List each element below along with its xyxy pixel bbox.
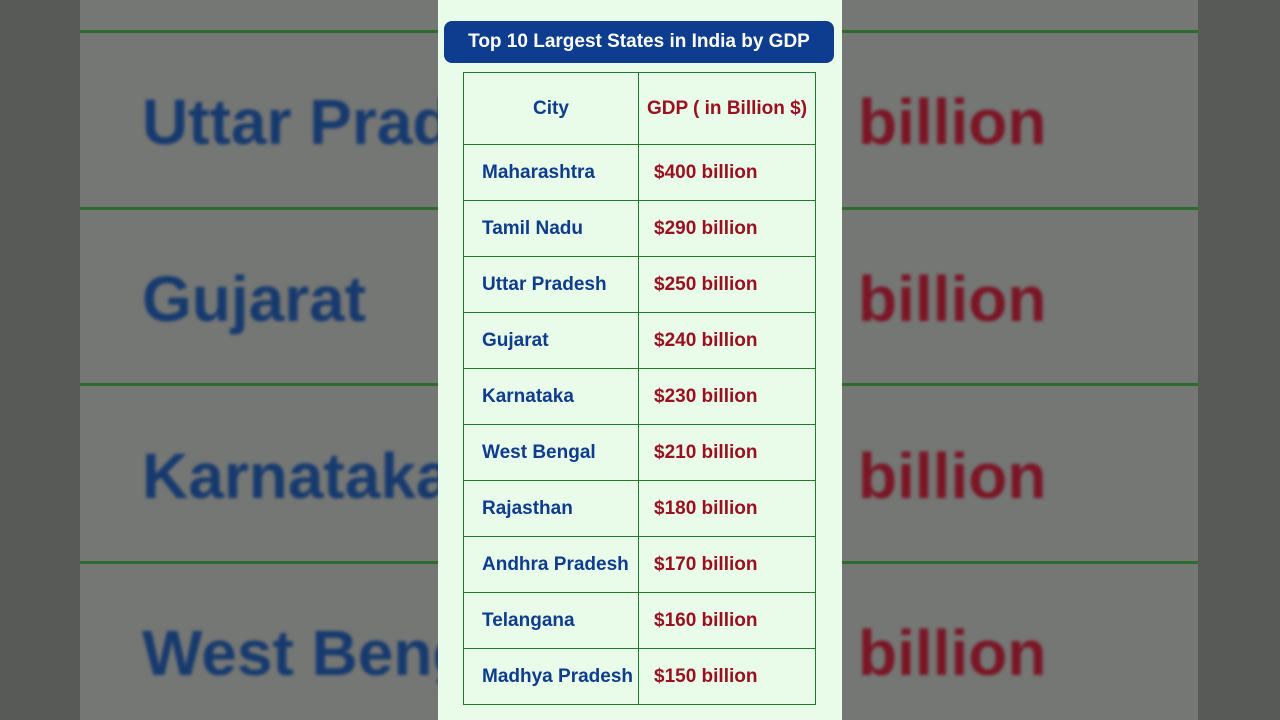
state-cell: Maharashtra: [463, 144, 639, 201]
state-cell: Gujarat: [463, 312, 639, 369]
gdp-cell: $240 billion: [638, 312, 816, 369]
title: Top 10 Largest States in India by GDP: [444, 21, 834, 63]
gdp-cell: $180 billion: [638, 480, 816, 537]
gdp-cell: $250 billion: [638, 256, 816, 313]
table-row: Gujarat $240 billion: [463, 312, 816, 369]
state-cell: Rajasthan: [463, 480, 639, 537]
column-header: City: [463, 72, 639, 145]
background-value: billion: [858, 617, 1047, 689]
gdp-cell: $230 billion: [638, 368, 816, 425]
background-state: Karnataka: [142, 440, 452, 512]
gdp-cell: $290 billion: [638, 200, 816, 257]
background-value: billion: [858, 86, 1047, 158]
gdp-table: City GDP ( in Billion $) Maharashtra $400 b…: [463, 72, 816, 705]
background-state: Gujarat: [142, 263, 367, 335]
table-row: Andhra Pradesh $170 billion: [463, 536, 816, 593]
background-value: billion: [858, 263, 1047, 335]
table-row: Karnataka $230 billion: [463, 368, 816, 425]
table-row: Rajasthan $180 billion: [463, 480, 816, 537]
table-row: Uttar Pradesh $250 billion: [463, 256, 816, 313]
table-row: Telangana $160 billion: [463, 592, 816, 649]
state-cell: Madhya Pradesh: [463, 648, 639, 705]
gdp-cell: $150 billion: [638, 648, 816, 705]
header-row: City GDP ( in Billion $): [463, 72, 816, 145]
background-value: billion: [858, 440, 1047, 512]
table-row: Tamil Nadu $290 billion: [463, 200, 816, 257]
state-cell: Telangana: [463, 592, 639, 649]
state-cell: Uttar Pradesh: [463, 256, 639, 313]
state-cell: West Bengal: [463, 424, 639, 481]
state-cell: Karnataka: [463, 368, 639, 425]
state-cell: Tamil Nadu: [463, 200, 639, 257]
table-row: Maharashtra $400 billion: [463, 144, 816, 201]
column-header: GDP ( in Billion $): [638, 72, 816, 145]
gdp-cell: $210 billion: [638, 424, 816, 481]
table-row: Madhya Pradesh $150 billion: [463, 648, 816, 705]
gdp-cell: $170 billion: [638, 536, 816, 593]
state-cell: Andhra Pradesh: [463, 536, 639, 593]
gdp-cell: $160 billion: [638, 592, 816, 649]
table-row: West Bengal $210 billion: [463, 424, 816, 481]
gdp-cell: $400 billion: [638, 144, 816, 201]
